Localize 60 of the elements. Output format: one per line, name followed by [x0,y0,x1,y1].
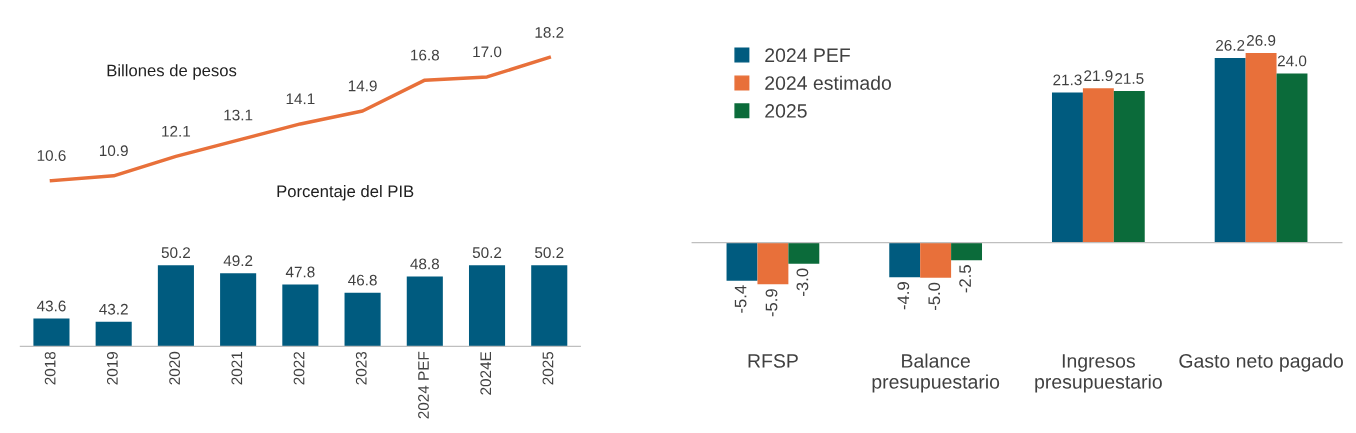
data-label: 13.1 [224,109,253,121]
bar [788,242,820,264]
data-label: 18.2 [535,26,564,38]
data-label: 46.8 [348,274,377,286]
x-tick-label: Ingresos presupuestario [1035,354,1162,393]
x-tick-label: 2019 [106,351,118,385]
bar [757,242,789,285]
x-tick-label: 2018 [44,351,56,385]
legend-label: 2024 PEF [765,48,850,63]
x-tick-label: 2023 [355,351,367,385]
data-label: 10.6 [37,150,66,161]
data-label: 21.9 [1084,70,1113,82]
bar [1051,92,1083,243]
chart-title: Billones de pesos [107,64,237,80]
legend-label: 2025 [765,104,807,118]
data-label: -3.0 [796,268,809,296]
data-label: 43.2 [99,303,128,315]
bar [889,242,921,278]
bar [726,242,758,281]
data-label: 47.8 [285,266,315,278]
data-label: 43.6 [36,300,66,312]
x-tick-label: Gasto neto pagado [1179,353,1343,372]
data-label: 24.0 [1277,55,1307,67]
x-tick-label: Balance presupuestario [872,353,1000,393]
data-label: -2.5 [959,265,972,293]
data-label: 17.0 [473,46,502,58]
data-label: -5.0 [928,282,941,311]
legend-label: 2024 estimado [765,75,891,90]
data-label: 14.9 [348,80,377,92]
data-label: 50.2 [161,247,191,259]
data-label: 50.2 [535,247,564,259]
data-label: 12.1 [162,125,191,137]
bar [1214,57,1246,243]
data-label: 26.2 [1216,39,1245,51]
x-tick-label: 2024E [480,351,492,395]
bar [920,242,952,278]
x-tick-label: 2022 [293,352,305,385]
data-label: 14.1 [286,93,315,105]
x-tick-label: 2021 [231,352,243,385]
data-label: 16.8 [411,49,440,61]
x-tick-label: RFSP [748,354,798,368]
data-label: 49.2 [223,255,253,267]
bar [1245,53,1277,243]
data-label: 50.2 [472,247,502,259]
x-tick-label: 2024 PEF [418,351,429,419]
data-label: 48.8 [410,258,440,270]
chart-title: Porcentaje del PIB [277,184,414,201]
data-label: -5.4 [734,285,747,313]
bar [1113,91,1145,243]
data-label: 10.9 [99,145,128,157]
data-label: -5.9 [765,289,778,317]
data-label: 21.3 [1053,74,1082,86]
bar [1082,88,1114,243]
x-tick-label: 2020 [169,351,180,385]
bar [1276,73,1308,243]
data-label: 21.5 [1115,73,1144,84]
data-label: -4.9 [897,282,910,310]
bar [951,242,983,261]
x-tick-label: 2025 [542,351,554,385]
data-label: 26.9 [1246,35,1276,46]
